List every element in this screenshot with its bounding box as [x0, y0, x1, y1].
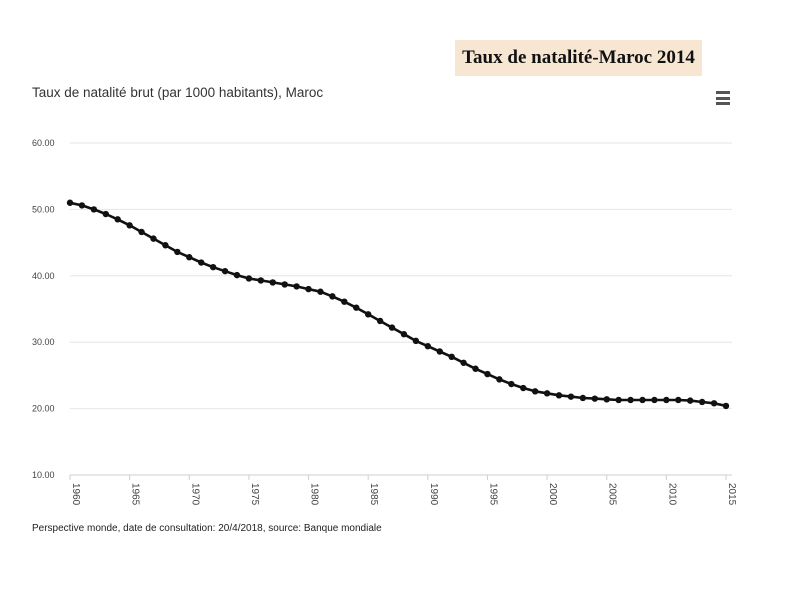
data-points	[66, 199, 730, 410]
x-tick-label: 1975	[249, 483, 260, 506]
x-tick-label: 2000	[547, 483, 558, 506]
data-point[interactable]	[269, 279, 276, 286]
x-tick-label: 1970	[189, 483, 200, 506]
x-tick-label: 2005	[607, 483, 618, 506]
data-point[interactable]	[603, 396, 610, 403]
data-point[interactable]	[675, 396, 682, 404]
data-point[interactable]	[722, 402, 730, 410]
data-point[interactable]	[150, 235, 157, 242]
data-point[interactable]	[376, 317, 384, 325]
data-point[interactable]	[400, 331, 408, 338]
x-tick-label: 1960	[70, 483, 81, 506]
data-point[interactable]	[198, 259, 205, 266]
data-point[interactable]	[102, 210, 109, 218]
data-point[interactable]	[496, 376, 503, 383]
data-point[interactable]	[424, 342, 432, 350]
data-point[interactable]	[341, 298, 348, 305]
data-point[interactable]	[436, 348, 443, 355]
data-point[interactable]	[615, 396, 622, 404]
data-point[interactable]	[186, 254, 193, 261]
data-point[interactable]	[66, 199, 74, 206]
data-point[interactable]	[126, 222, 133, 229]
data-point[interactable]	[388, 324, 396, 331]
data-point[interactable]	[364, 311, 372, 318]
data-point[interactable]	[162, 242, 169, 249]
data-point[interactable]	[555, 392, 563, 399]
data-point[interactable]	[281, 281, 288, 288]
data-point[interactable]	[293, 283, 300, 290]
data-point[interactable]	[710, 400, 718, 407]
x-tick-label: 1990	[428, 483, 439, 506]
series-line	[69, 201, 727, 408]
data-point[interactable]	[651, 396, 658, 404]
data-point[interactable]	[472, 365, 479, 372]
y-tick-label: 20.00	[32, 404, 55, 414]
data-point[interactable]	[114, 216, 121, 223]
data-point[interactable]	[543, 390, 551, 397]
y-tick-label: 40.00	[32, 271, 55, 281]
data-point[interactable]	[138, 228, 145, 236]
data-point[interactable]	[78, 202, 86, 209]
data-point[interactable]	[484, 370, 491, 378]
data-point[interactable]	[245, 275, 253, 282]
y-axis-ticks: 10.00 20.00 30.00 40.00 50.00 60.00	[32, 138, 55, 480]
y-tick-label: 10.00	[32, 470, 55, 480]
y-tick-label: 60.00	[32, 138, 55, 148]
x-tick-label: 2015	[726, 483, 737, 506]
data-point[interactable]	[520, 384, 527, 392]
data-point[interactable]	[257, 277, 265, 284]
data-point[interactable]	[460, 359, 467, 366]
data-point[interactable]	[579, 394, 587, 402]
x-tick-label: 2010	[666, 483, 677, 506]
data-point[interactable]	[663, 396, 670, 404]
menu-bar	[716, 96, 730, 100]
data-point[interactable]	[174, 248, 181, 256]
menu-bar	[716, 102, 730, 105]
data-point[interactable]	[317, 288, 324, 295]
hamburger-menu-icon[interactable]	[716, 91, 730, 105]
y-tick-label: 50.00	[32, 204, 55, 214]
source-footer: Perspective monde, date de consultation:…	[32, 523, 382, 534]
grid-lines	[70, 142, 732, 476]
data-point[interactable]	[305, 285, 312, 293]
data-point[interactable]	[209, 263, 217, 271]
data-point[interactable]	[567, 393, 575, 400]
data-point[interactable]	[412, 337, 420, 345]
data-point[interactable]	[531, 388, 539, 395]
data-point[interactable]	[353, 304, 360, 311]
chart-title: Taux de natalité brut (par 1000 habitant…	[32, 85, 324, 100]
menu-bar	[716, 91, 730, 94]
x-tick-label: 1965	[130, 483, 141, 506]
data-point[interactable]	[508, 380, 515, 388]
y-tick-label: 30.00	[32, 337, 55, 347]
data-point[interactable]	[698, 398, 706, 406]
data-point[interactable]	[591, 395, 598, 402]
data-point[interactable]	[221, 267, 229, 275]
data-point[interactable]	[90, 206, 98, 213]
data-point[interactable]	[448, 353, 455, 361]
data-point[interactable]	[639, 396, 646, 404]
data-point[interactable]	[329, 293, 336, 300]
x-tick-label: 1980	[309, 483, 320, 506]
data-point[interactable]	[233, 271, 241, 279]
x-tick-label: 1995	[487, 483, 498, 506]
data-point[interactable]	[627, 396, 634, 404]
infographic-banner: Taux de natalité-Maroc 2014	[455, 40, 702, 76]
data-point[interactable]	[687, 397, 694, 404]
series-line	[69, 201, 727, 408]
x-tick-label: 1985	[368, 483, 379, 506]
x-axis-ticks: 1960 1965 1970 1975 1980 1985 1990 1995 2000 2005…	[69, 475, 737, 506]
